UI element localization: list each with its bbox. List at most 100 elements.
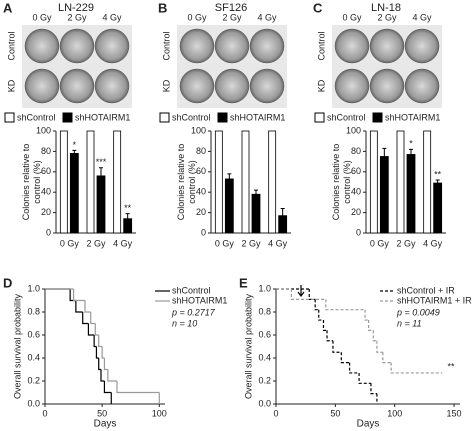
annotation: n = 11 — [397, 318, 422, 328]
y-tick-label: 0.2 — [258, 375, 271, 385]
y-tick-label: 40 — [351, 187, 361, 197]
survival-step — [322, 320, 328, 331]
significance: ** — [434, 169, 442, 179]
y-tick-label: 0 — [201, 227, 206, 237]
y-axis-label: Colonies relative tocontrol (%) — [21, 144, 42, 221]
bar — [406, 154, 416, 234]
y-tick-label: 0.0 — [258, 398, 271, 408]
y-tick-label: 0.0 — [27, 398, 40, 408]
image-column-label: 0 Gy — [32, 12, 52, 22]
plate — [24, 28, 60, 64]
y-tick-label: 60 — [196, 166, 206, 176]
y-tick-label: 0.6 — [27, 329, 40, 339]
error-bar — [409, 148, 413, 160]
survival-step — [101, 346, 105, 359]
plate — [59, 68, 95, 104]
error-bar — [125, 213, 130, 224]
image-row-label: Control — [161, 31, 171, 60]
error-bar — [99, 167, 103, 185]
bar — [214, 130, 223, 234]
y-axis-label: Overall survival probability — [12, 293, 22, 399]
y-tick-label: 1.0 — [27, 283, 40, 293]
legend-label: shControl + IR — [397, 285, 455, 295]
legend-swatch — [217, 112, 228, 123]
y-axis-label-line: Colonies relative to — [331, 144, 341, 221]
annotation: p = 0.0049 — [396, 307, 440, 317]
plate — [404, 68, 440, 104]
legend-swatch — [159, 112, 170, 123]
plate — [179, 28, 215, 64]
survival-step — [290, 289, 326, 300]
x-axis-label: Days — [357, 419, 380, 430]
x-tick-label: 2 Gy — [86, 238, 106, 248]
image-row-label: KD — [161, 79, 171, 92]
plate — [59, 28, 95, 64]
image-column-label: 4 Gy — [257, 12, 277, 22]
x-axis-label: Days — [94, 419, 117, 430]
axis — [55, 131, 136, 234]
plate — [94, 68, 130, 104]
plate — [94, 28, 130, 64]
plate — [214, 28, 250, 64]
survival-step — [325, 299, 366, 311]
image-row-label: KD — [316, 79, 326, 92]
y-tick-label: 80 — [196, 146, 206, 156]
legend-label: shHOTAIRM1 + IR — [397, 295, 472, 305]
significance: ** — [447, 361, 455, 371]
bar — [241, 130, 250, 234]
image-column-label: 0 Gy — [342, 12, 362, 22]
survival-step — [90, 312, 96, 325]
bar — [224, 178, 234, 234]
x-tick-label: 0 — [42, 408, 47, 418]
y-tick-label: 1.0 — [258, 283, 271, 293]
panel-title: SF126 — [215, 2, 247, 14]
legend-label: shControl — [327, 112, 366, 122]
legend-label: shControl — [172, 112, 211, 122]
plate — [369, 68, 405, 104]
survival-step — [82, 312, 89, 325]
image-row-label: Control — [316, 31, 326, 60]
annotation: n = 10 — [172, 318, 197, 328]
image-column-label: 4 Gy — [102, 12, 122, 22]
x-tick-label: 0 — [273, 408, 278, 418]
survival-step — [382, 352, 392, 364]
survival-step — [376, 340, 383, 353]
survival-step — [332, 340, 342, 353]
error-bar — [254, 189, 258, 199]
error-bar — [382, 147, 387, 165]
bar — [251, 193, 261, 234]
panel-label: D — [3, 275, 12, 290]
axis — [275, 289, 460, 405]
panel-title: LN-229 — [58, 2, 94, 14]
y-tick-label: 60 — [41, 166, 51, 176]
survival-step — [364, 309, 369, 321]
y-tick-label: 60 — [351, 166, 361, 176]
plate — [249, 28, 285, 64]
plate — [334, 28, 370, 64]
panel-label: B — [158, 0, 167, 15]
annotation: p = 0.2717 — [171, 307, 216, 317]
survival-step — [103, 358, 108, 371]
bar — [59, 130, 68, 234]
y-axis-label-line: control (%) — [342, 160, 352, 204]
y-tick-label: 20 — [196, 207, 206, 217]
y-tick-label: 80 — [41, 146, 51, 156]
survival-step — [116, 381, 160, 394]
error-bar — [227, 173, 232, 185]
y-tick-label: 0 — [356, 227, 361, 237]
survival-step — [84, 300, 91, 313]
y-tick-label: 0 — [46, 227, 51, 237]
x-tick-label: 50 — [97, 408, 107, 418]
survival-step — [98, 335, 103, 348]
bar — [396, 130, 405, 234]
panel-label: C — [313, 0, 323, 15]
survival-step — [98, 358, 101, 371]
y-tick-label: 0.2 — [27, 375, 40, 385]
x-tick-label: 50 — [330, 408, 340, 418]
significance: *** — [96, 157, 107, 167]
x-tick-label: 0 Gy — [60, 238, 80, 248]
survival-step — [367, 320, 374, 331]
survival-step — [318, 309, 324, 321]
survival-step — [372, 330, 377, 342]
legend-label: shHOTAIRM1 — [75, 112, 130, 122]
